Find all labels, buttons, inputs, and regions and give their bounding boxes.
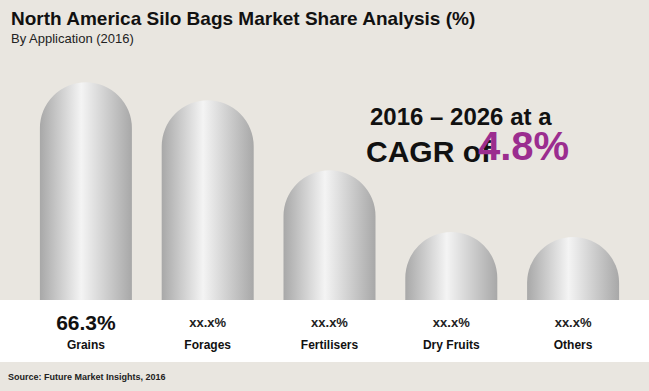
- svg-text:xx.x%: xx.x%: [555, 315, 592, 330]
- svg-text:Forages: Forages: [184, 338, 231, 352]
- svg-text:Grains: Grains: [67, 338, 105, 352]
- svg-text:66.3%: 66.3%: [56, 311, 116, 334]
- svg-text:CAGR of: CAGR of: [366, 135, 492, 168]
- svg-text:Source: Future Market Insights: Source: Future Market Insights, 2016: [8, 372, 166, 382]
- svg-text:Fertilisers: Fertilisers: [301, 338, 359, 352]
- svg-text:xx.x%: xx.x%: [311, 315, 348, 330]
- svg-text:Dry Fruits: Dry Fruits: [423, 338, 480, 352]
- svg-text:North America Silo Bags Market: North America Silo Bags Market Share Ana…: [11, 8, 475, 29]
- svg-text:By Application (2016): By Application (2016): [11, 31, 134, 46]
- svg-text:4.8%: 4.8%: [478, 124, 569, 168]
- svg-text:Others: Others: [554, 338, 593, 352]
- svg-text:xx.x%: xx.x%: [189, 315, 226, 330]
- svg-text:2016 – 2026 at a: 2016 – 2026 at a: [370, 102, 552, 130]
- svg-text:xx.x%: xx.x%: [433, 315, 470, 330]
